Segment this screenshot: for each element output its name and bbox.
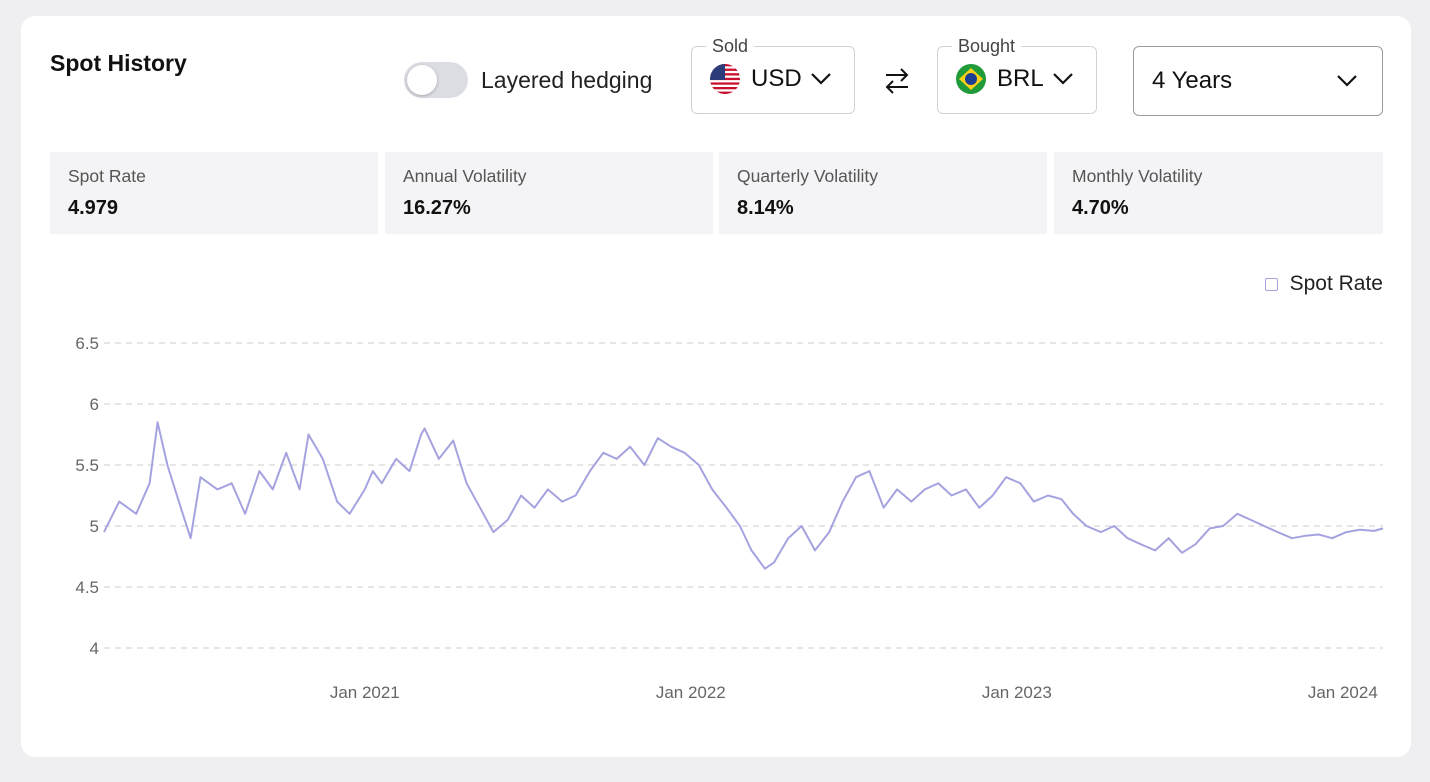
sold-legend: Sold (706, 36, 755, 56)
chevron-down-icon (1337, 75, 1357, 87)
y-tick-label: 5.5 (75, 456, 99, 475)
stat-monthly-volatility: Monthly Volatility 4.70% (1054, 152, 1383, 234)
chart-legend[interactable]: Spot Rate (1264, 272, 1383, 296)
spot-history-card: Spot History Layered hedging Sold USD (21, 16, 1411, 757)
page-title: Spot History (50, 50, 187, 76)
spot-rate-chart: 44.555.566.5 Jan 2021 Jan 2022 Jan 2023 Jan… (75, 334, 1384, 702)
bought-legend: Bought (952, 36, 1022, 56)
layered-hedging-label: Layered hedging (481, 66, 653, 93)
legend-label: Spot Rate (1289, 272, 1383, 295)
sold-currency-code: USD (751, 65, 802, 92)
chart-grid (104, 342, 1383, 649)
chevron-down-icon (810, 73, 831, 85)
bought-currency-select[interactable]: Bought BRL (937, 36, 1097, 114)
x-axis: Jan 2021 Jan 2022 Jan 2023 Jan 2024 (330, 683, 1378, 702)
y-axis: 4 4.5 5 5.5 6 6.5 (75, 334, 99, 658)
stat-label: Monthly Volatility (1072, 166, 1203, 186)
x-tick-label: Jan 2023 (982, 683, 1052, 702)
legend-swatch (1264, 277, 1278, 291)
sold-currency-select[interactable]: Sold USD (691, 36, 855, 114)
swap-currencies-icon[interactable] (883, 66, 911, 96)
us-flag-icon (710, 64, 740, 94)
stat-annual-volatility: Annual Volatility 16.27% (385, 152, 713, 234)
stat-spot-rate: Spot Rate 4.979 (50, 152, 378, 234)
period-select[interactable]: 4 Years (1133, 46, 1383, 116)
x-tick-label: Jan 2024 (1308, 683, 1378, 702)
stat-quarterly-volatility: Quarterly Volatility 8.14% (719, 152, 1047, 234)
brazil-flag-icon (956, 64, 986, 94)
stat-label: Quarterly Volatility (737, 166, 879, 186)
y-tick-label: 6 (90, 395, 99, 414)
x-tick-label: Jan 2022 (656, 683, 726, 702)
toggle-knob (407, 65, 437, 95)
x-tick-label: Jan 2021 (330, 683, 400, 702)
layered-hedging-control[interactable]: Layered hedging (404, 62, 652, 98)
period-value: 4 Years (1152, 67, 1233, 94)
series-layer (103, 421, 1384, 570)
y-tick-label: 6.5 (75, 334, 99, 353)
series-line-spot-rate (103, 421, 1384, 570)
stat-value: 16.27% (403, 197, 471, 219)
chevron-down-icon (1052, 73, 1073, 85)
stat-value: 8.14% (737, 197, 794, 219)
stat-value: 4.70% (1072, 197, 1129, 219)
y-tick-label: 4.5 (75, 578, 99, 597)
y-tick-label: 4 (90, 639, 99, 658)
layered-hedging-toggle[interactable] (404, 62, 468, 98)
y-tick-label: 5 (90, 517, 99, 536)
stat-label: Annual Volatility (403, 166, 527, 186)
bought-currency-code: BRL (997, 65, 1044, 92)
stat-label: Spot Rate (68, 166, 146, 186)
stat-value: 4.979 (68, 197, 119, 219)
